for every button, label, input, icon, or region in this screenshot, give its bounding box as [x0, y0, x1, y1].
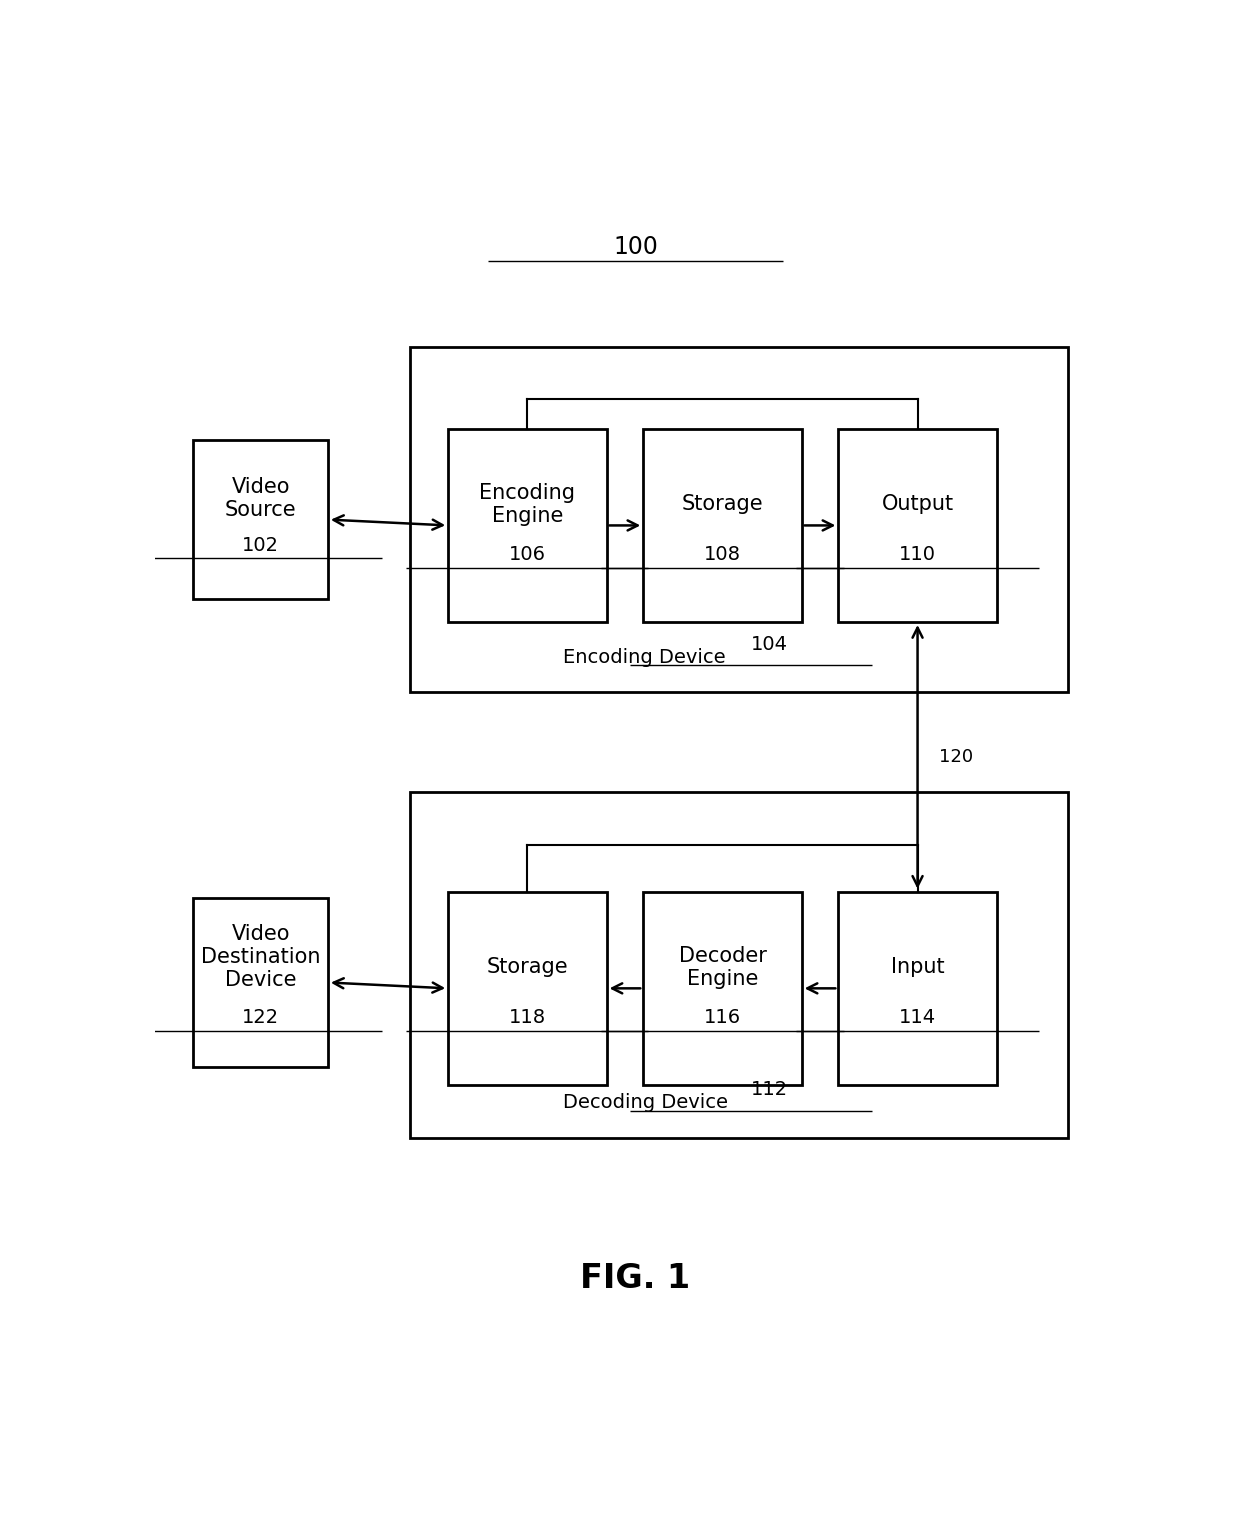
Bar [838, 429, 997, 622]
Text: 114: 114 [899, 1008, 936, 1027]
Bar [448, 429, 606, 622]
Text: Storage: Storage [682, 495, 764, 514]
Text: 118: 118 [508, 1008, 546, 1027]
Text: FIG. 1: FIG. 1 [580, 1262, 691, 1295]
Text: Decoding Device: Decoding Device [563, 1093, 734, 1113]
Text: 100: 100 [613, 234, 658, 259]
Text: Video
Source: Video Source [224, 476, 296, 521]
Text: 106: 106 [508, 545, 546, 565]
Text: Decoder
Engine: Decoder Engine [678, 945, 766, 989]
Text: 112: 112 [751, 1081, 787, 1099]
Text: Encoding
Engine: Encoding Engine [480, 482, 575, 527]
Bar [409, 791, 1068, 1138]
Text: Output: Output [882, 495, 954, 514]
Text: 110: 110 [899, 545, 936, 565]
Text: 122: 122 [242, 1008, 279, 1027]
Text: Video
Destination
Device: Video Destination Device [201, 924, 320, 989]
Bar [193, 440, 327, 598]
Text: 120: 120 [939, 747, 973, 766]
Bar [838, 892, 997, 1085]
Text: 116: 116 [704, 1008, 742, 1027]
Text: 104: 104 [751, 635, 787, 654]
Text: Input: Input [890, 957, 945, 977]
Bar [644, 429, 802, 622]
Bar [193, 898, 327, 1067]
Bar [448, 892, 606, 1085]
Bar [409, 347, 1068, 693]
Text: Encoding Device: Encoding Device [563, 648, 733, 667]
Text: 108: 108 [704, 545, 742, 565]
Text: Storage: Storage [486, 957, 568, 977]
Bar [644, 892, 802, 1085]
Text: 102: 102 [242, 536, 279, 556]
